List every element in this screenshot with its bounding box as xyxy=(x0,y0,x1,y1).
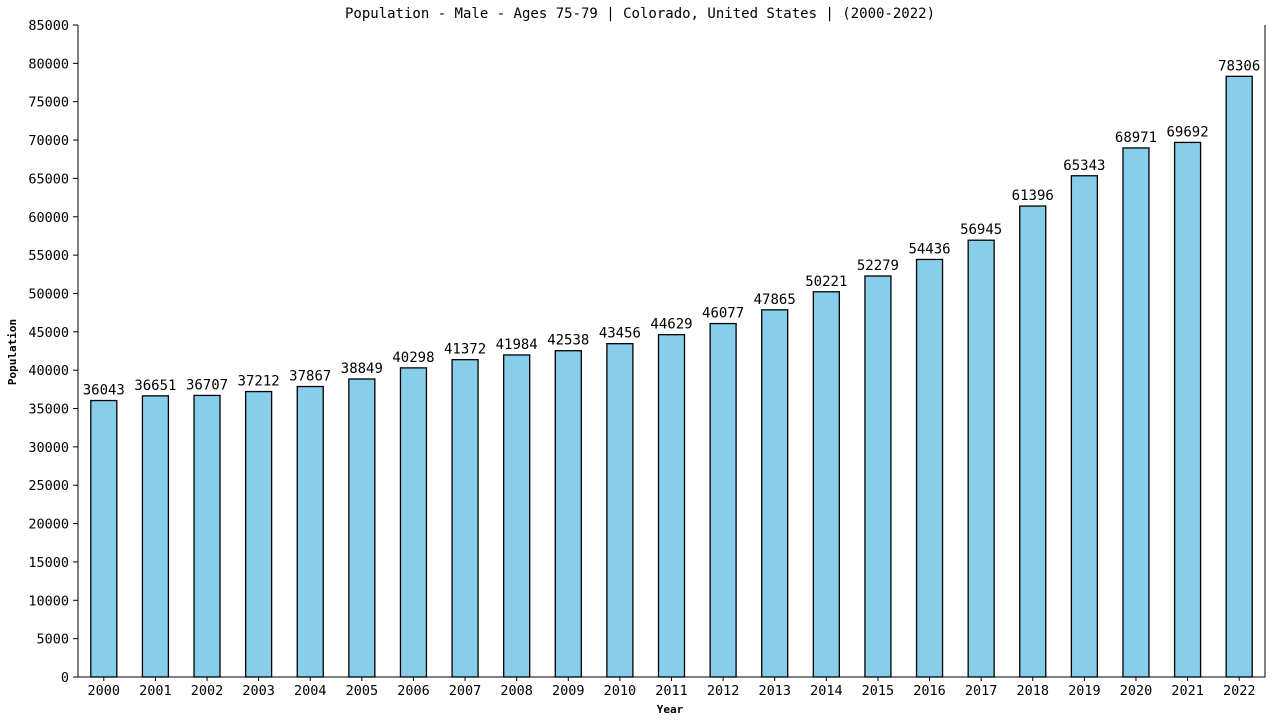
bar xyxy=(141,395,170,678)
x-tick-label: 2001 xyxy=(139,683,172,699)
x-tick-label: 2014 xyxy=(810,683,843,699)
x-tick-label: 2003 xyxy=(242,683,275,699)
data-label: 36707 xyxy=(186,377,228,393)
data-label: 46077 xyxy=(702,306,744,322)
bar xyxy=(657,334,686,678)
x-tick-label: 2004 xyxy=(294,683,327,699)
bar xyxy=(244,390,273,678)
data-label: 36043 xyxy=(83,383,125,399)
y-tick-label: 30000 xyxy=(28,440,69,456)
x-tick-label: 2017 xyxy=(965,683,998,699)
x-tick-label: 2010 xyxy=(604,683,637,699)
x-tick-label: 2016 xyxy=(913,683,946,699)
bar xyxy=(1173,141,1202,678)
data-label: 36651 xyxy=(134,378,176,394)
data-label: 50221 xyxy=(805,274,847,290)
x-tick-label: 2002 xyxy=(191,683,224,699)
bar xyxy=(503,354,531,678)
y-tick-label: 45000 xyxy=(28,325,69,341)
x-tick-label: 2015 xyxy=(862,683,895,699)
x-tick-label: 2021 xyxy=(1171,683,1204,699)
bar xyxy=(451,359,479,678)
bar xyxy=(296,385,324,678)
y-tick-label: 20000 xyxy=(28,517,69,533)
data-label: 41984 xyxy=(496,337,538,353)
y-tick-label: 70000 xyxy=(28,133,69,149)
y-tick-label: 35000 xyxy=(28,402,69,418)
y-tick-label: 50000 xyxy=(28,286,69,302)
bar xyxy=(1122,147,1150,678)
y-tick-label: 5000 xyxy=(36,632,69,648)
x-tick-label: 2008 xyxy=(500,683,533,699)
x-tick-label: 2013 xyxy=(758,683,791,699)
x-tick-label: 2006 xyxy=(397,683,430,699)
x-tick-label: 2009 xyxy=(552,683,585,699)
data-label: 68971 xyxy=(1115,130,1157,146)
bar xyxy=(761,309,789,678)
y-tick-label: 80000 xyxy=(28,56,69,72)
bars-group: 36043 36651 36707 37212 37867 38849 40298 41372… xyxy=(83,58,1260,678)
x-tick-label: 2005 xyxy=(346,683,379,699)
bar xyxy=(967,239,995,678)
data-label: 40298 xyxy=(392,350,434,366)
y-tick-label: 15000 xyxy=(28,555,69,571)
y-tick-label: 10000 xyxy=(28,593,69,609)
y-tick-label: 55000 xyxy=(28,248,69,264)
y-tick-label: 65000 xyxy=(28,171,69,187)
bar xyxy=(554,350,582,678)
bar xyxy=(1019,205,1047,678)
bar xyxy=(90,399,118,678)
data-label: 56945 xyxy=(960,222,1002,238)
data-label: 65343 xyxy=(1063,158,1105,174)
bar xyxy=(709,322,737,678)
x-axis-title: Year xyxy=(657,703,684,716)
bar xyxy=(606,343,634,678)
bar xyxy=(1070,175,1099,678)
bar xyxy=(864,275,892,678)
y-tick-label: 85000 xyxy=(28,18,69,34)
bar xyxy=(1225,75,1253,678)
data-label: 37212 xyxy=(238,374,280,390)
data-label: 61396 xyxy=(1012,188,1054,204)
bar xyxy=(399,367,428,678)
y-axis: 0 5000 10000 15000 20000 25000 30000 35000 40000… xyxy=(28,18,78,686)
x-tick-label: 2018 xyxy=(1017,683,1050,699)
bar xyxy=(812,291,840,678)
data-label: 78306 xyxy=(1218,58,1260,74)
y-tick-label: 75000 xyxy=(28,95,69,111)
x-tick-label: 2022 xyxy=(1223,683,1256,699)
data-label: 41372 xyxy=(444,342,486,358)
y-tick-label: 40000 xyxy=(28,363,69,379)
data-label: 44629 xyxy=(650,317,692,333)
y-tick-label: 25000 xyxy=(28,478,69,494)
x-tick-label: 2020 xyxy=(1120,683,1153,699)
bar xyxy=(348,378,376,678)
bar xyxy=(193,394,221,678)
x-tick-label: 2012 xyxy=(707,683,740,699)
y-tick-label: 0 xyxy=(61,670,69,686)
data-label: 69692 xyxy=(1167,124,1209,140)
y-axis-title: Population xyxy=(6,319,19,385)
chart-title: Population - Male - Ages 75-79 | Colorad… xyxy=(345,6,935,22)
bar xyxy=(915,258,944,678)
axis-lines xyxy=(77,25,1266,678)
data-label: 42538 xyxy=(547,333,589,349)
data-label: 37867 xyxy=(289,369,331,385)
data-label: 54436 xyxy=(908,241,950,257)
x-tick-label: 2019 xyxy=(1068,683,1101,699)
y-tick-label: 60000 xyxy=(28,210,69,226)
x-tick-label: 2000 xyxy=(88,683,121,699)
data-label: 38849 xyxy=(341,361,383,377)
x-tick-label: 2007 xyxy=(449,683,482,699)
data-label: 47865 xyxy=(754,292,796,308)
x-tick-label: 2011 xyxy=(655,683,688,699)
data-label: 43456 xyxy=(599,326,641,342)
data-label: 52279 xyxy=(857,258,899,274)
x-axis: 2000 2001 2002 2003 2004 2005 2006 2007 2008 2009… xyxy=(88,677,1256,699)
